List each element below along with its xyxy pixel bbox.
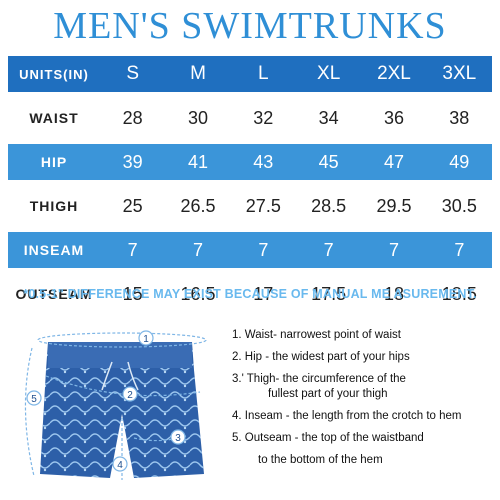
table-cell: 18	[383, 283, 404, 304]
table-row-inseam: INSEAM 7 7 7 7 7 7	[8, 232, 492, 268]
guide-item-hip: 2. Hip - the widest part of your hips	[232, 351, 410, 363]
row-label: INSEAM	[8, 232, 100, 268]
table-cell: 39	[100, 144, 166, 180]
table-cell: 36	[383, 107, 404, 128]
table-row-thigh: THIGH 25 26.5 27.5 28.5 29.5 30.5	[8, 188, 492, 224]
svg-text:3: 3	[175, 433, 181, 444]
table-cell: 38	[449, 107, 470, 128]
units-label: UNITS(IN)	[8, 56, 100, 92]
marker-3: 3	[170, 429, 186, 445]
page-title: MEN'S SWIMTRUNKS	[53, 5, 447, 47]
size-s: S	[100, 56, 166, 92]
size-chart-table: UNITS(IN) S M L XL 2XL 3XL WAIST 28 30 3…	[8, 56, 492, 312]
table-cell: 47	[361, 144, 427, 180]
row-label: OUTSEAM	[15, 286, 93, 302]
marker-4: 4	[112, 456, 128, 472]
row-label: THIGH	[29, 198, 79, 214]
table-cell: 7	[295, 232, 362, 268]
table-cell: 49	[426, 144, 492, 180]
guide-item-inseam: 4. Inseam - the length from the crotch t…	[232, 410, 462, 422]
size-m: M	[165, 56, 231, 92]
swimtrunks-diagram: 1 2 3 4 5	[24, 330, 207, 480]
guide-item-thigh-cont: fullest part of your thigh	[268, 388, 388, 400]
row-label: WAIST	[29, 110, 79, 126]
table-row-outseam: OUTSEAM 15 16.5 17 17.5 18 18.5	[8, 276, 492, 312]
marker-5: 5	[26, 390, 42, 406]
table-cell: 30.5	[441, 195, 477, 216]
table-row-waist: WAIST 28 30 32 34 36 38	[8, 100, 492, 136]
size-3xl: 3XL	[426, 56, 492, 92]
table-cell: 7	[426, 232, 492, 268]
table-cell: 28	[122, 107, 143, 128]
size-2xl: 2XL	[361, 56, 427, 92]
table-cell: 32	[253, 107, 274, 128]
svg-text:5: 5	[31, 394, 37, 405]
svg-text:1: 1	[143, 334, 149, 345]
svg-text:4: 4	[117, 460, 123, 471]
table-cell: 34	[318, 107, 339, 128]
table-cell: 17.5	[311, 283, 347, 304]
table-cell: 17	[253, 283, 274, 304]
table-cell: 18.5	[441, 283, 477, 304]
table-cell: 25	[122, 195, 143, 216]
table-cell: 15	[122, 283, 143, 304]
table-cell: 45	[295, 144, 362, 180]
table-cell: 7	[165, 232, 231, 268]
table-cell: 41	[165, 144, 231, 180]
guide-item-thigh: 3.' Thigh- the circumference of the	[232, 373, 406, 385]
table-cell: 30	[187, 107, 208, 128]
svg-text:2: 2	[127, 390, 133, 401]
trunks-illustration	[40, 342, 204, 478]
measure-markers: 1 2 3 4 5	[26, 330, 186, 472]
table-cell: 7	[361, 232, 427, 268]
table-cell: 27.5	[245, 195, 281, 216]
measurement-note: *0.5-1" DIFFERENCE MAY EXIST BECAUSE OF …	[23, 287, 477, 301]
guide-item-waist: 1. Waist- narrowest point of waist	[232, 329, 401, 341]
table-cell: 29.5	[376, 195, 412, 216]
table-cell: 7	[100, 232, 166, 268]
row-label: HIP	[8, 144, 100, 180]
marker-2: 2	[122, 386, 138, 402]
guide-item-outseam-cont: to the bottom of the hem	[258, 454, 383, 466]
table-cell: 16.5	[180, 283, 216, 304]
table-cell: 7	[230, 232, 296, 268]
table-cell: 26.5	[180, 195, 216, 216]
table-cell: 28.5	[311, 195, 347, 216]
measurement-guide: 1. Waist- narrowest point of waist 2. Hi…	[232, 328, 494, 468]
guide-item-outseam: 5. Outseam - the top of the waistband	[232, 432, 424, 444]
size-xl: XL	[295, 56, 362, 92]
table-cell: 43	[230, 144, 296, 180]
marker-1: 1	[138, 330, 154, 346]
table-row-hip: HIP 39 41 43 45 47 49	[8, 144, 492, 180]
size-l: L	[230, 56, 296, 92]
table-header-row: UNITS(IN) S M L XL 2XL 3XL	[8, 56, 492, 92]
